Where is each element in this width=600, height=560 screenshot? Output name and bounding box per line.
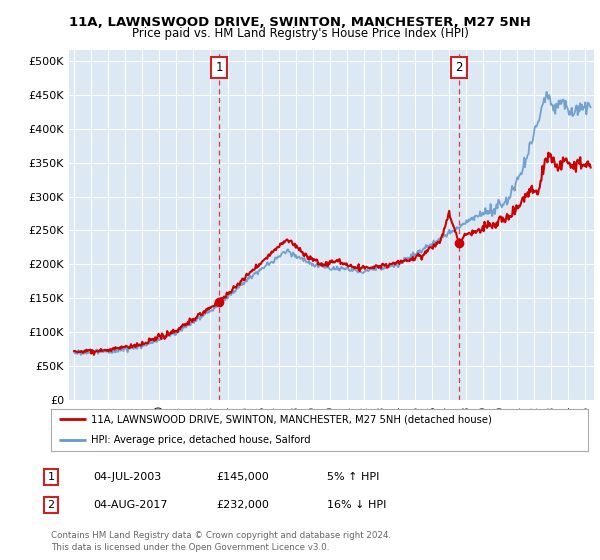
Text: 2: 2 (455, 61, 463, 74)
Text: HPI: Average price, detached house, Salford: HPI: Average price, detached house, Salf… (91, 435, 311, 445)
Text: 2: 2 (47, 500, 55, 510)
Text: 04-JUL-2003: 04-JUL-2003 (93, 472, 161, 482)
Text: Contains HM Land Registry data © Crown copyright and database right 2024.: Contains HM Land Registry data © Crown c… (51, 531, 391, 540)
Text: 5% ↑ HPI: 5% ↑ HPI (327, 472, 379, 482)
Text: £145,000: £145,000 (216, 472, 269, 482)
Text: 11A, LAWNSWOOD DRIVE, SWINTON, MANCHESTER, M27 5NH: 11A, LAWNSWOOD DRIVE, SWINTON, MANCHESTE… (69, 16, 531, 29)
Text: 1: 1 (215, 61, 223, 74)
Text: Price paid vs. HM Land Registry's House Price Index (HPI): Price paid vs. HM Land Registry's House … (131, 27, 469, 40)
Text: £232,000: £232,000 (216, 500, 269, 510)
Text: 04-AUG-2017: 04-AUG-2017 (93, 500, 167, 510)
Text: This data is licensed under the Open Government Licence v3.0.: This data is licensed under the Open Gov… (51, 543, 329, 552)
Text: 11A, LAWNSWOOD DRIVE, SWINTON, MANCHESTER, M27 5NH (detached house): 11A, LAWNSWOOD DRIVE, SWINTON, MANCHESTE… (91, 414, 492, 424)
Text: 1: 1 (47, 472, 55, 482)
Text: 16% ↓ HPI: 16% ↓ HPI (327, 500, 386, 510)
